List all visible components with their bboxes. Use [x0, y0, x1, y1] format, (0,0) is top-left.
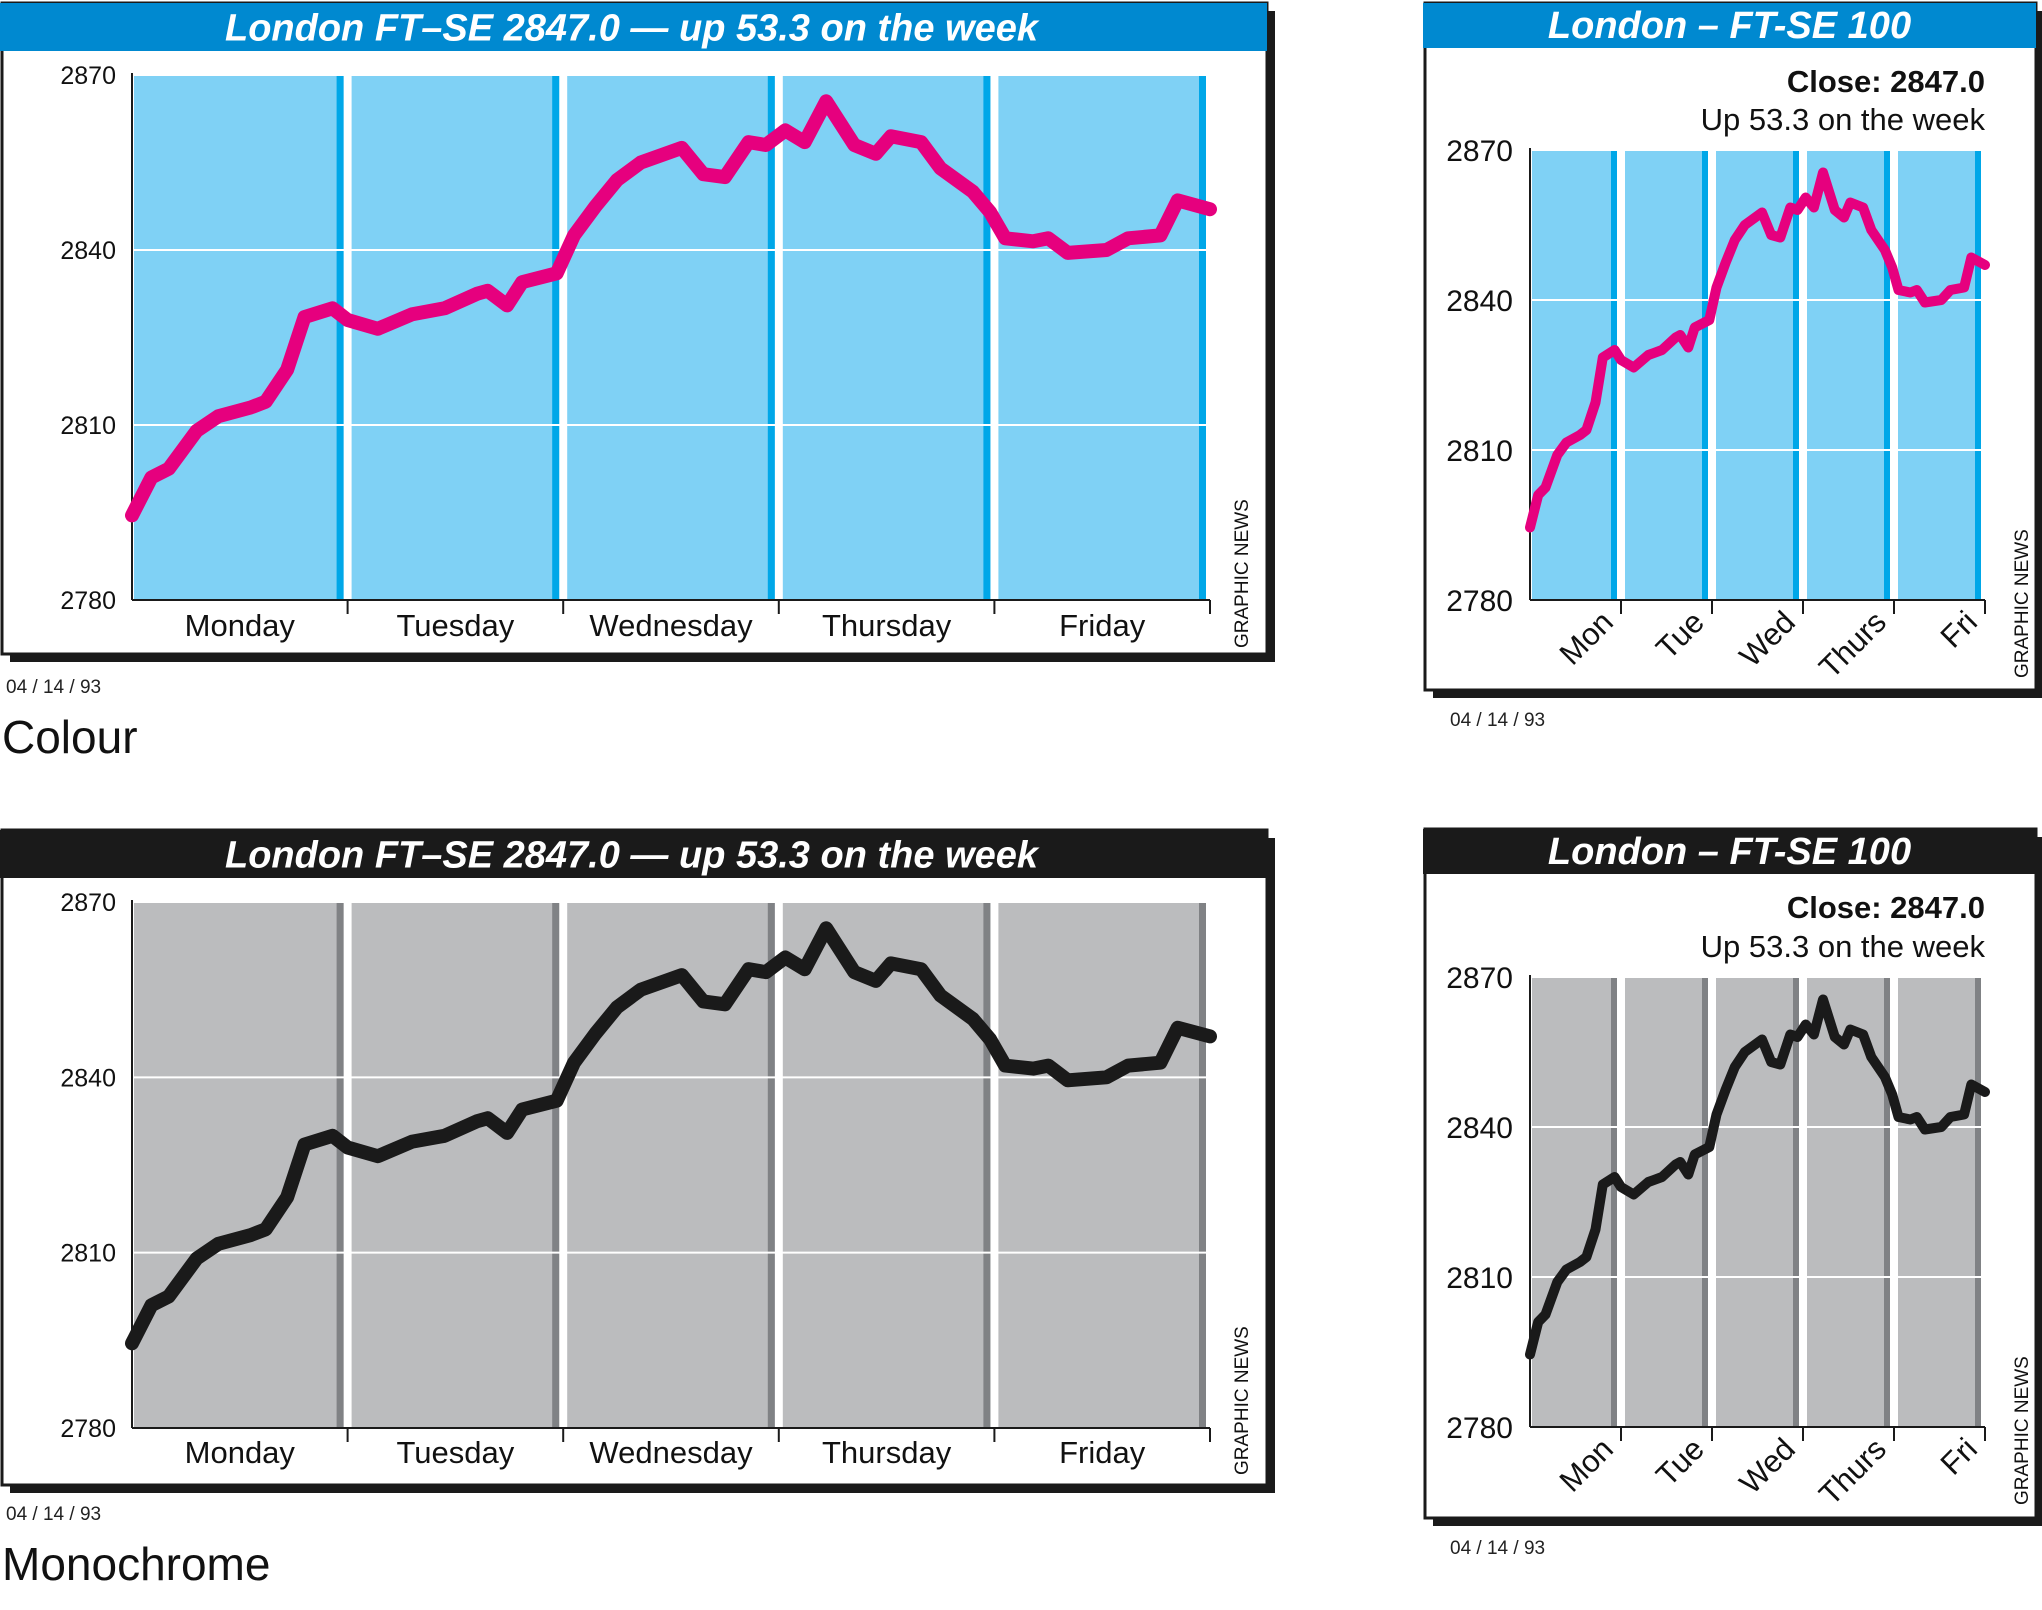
- chart-header: [0, 830, 1267, 878]
- chart-subtitle: Up 53.3 on the week: [1701, 102, 1986, 137]
- wide-colour-chart: London FT–SE 2847.0 — up 53.3 on the wee…: [0, 1, 1275, 662]
- day-divider: [767, 902, 775, 1428]
- day-divider: [1702, 977, 1708, 1427]
- y-tick-label: 2840: [1446, 1112, 1513, 1145]
- day-panel: [998, 75, 1206, 600]
- chart-header: [1423, 829, 2036, 874]
- chart-title: London – FT-SE 100: [1548, 5, 1911, 47]
- y-tick-label: 2810: [1446, 435, 1513, 468]
- date-label: 04 / 14 / 93: [6, 1504, 102, 1525]
- y-tick-label: 2840: [60, 1064, 116, 1092]
- y-tick-label: 2780: [60, 587, 116, 615]
- y-tick-label: 2870: [1446, 135, 1513, 168]
- y-tick-label: 2810: [1446, 1262, 1513, 1295]
- day-panel: [1625, 150, 1708, 600]
- credit-label: GRAPHIC NEWS: [1232, 499, 1253, 648]
- day-panel: [782, 902, 991, 1428]
- day-panel: [1625, 977, 1708, 1427]
- chart-header: [1423, 3, 2036, 48]
- wide-mono-chart: London FT–SE 2847.0 — up 53.3 on the wee…: [0, 828, 1275, 1493]
- day-divider: [1884, 150, 1890, 600]
- x-tick-label: Monday: [185, 608, 296, 643]
- x-tick-label: Thursday: [822, 608, 952, 643]
- day-panel: [998, 902, 1206, 1428]
- ftse-series-line: [125, 94, 1217, 523]
- day-panel: [134, 902, 344, 1428]
- x-tick-label: Thursday: [822, 1435, 952, 1470]
- day-panel: [351, 902, 560, 1428]
- small-mono-chart: London – FT-SE 100 Close: 2847.0 Up 53.3 o…: [1423, 827, 2042, 1526]
- y-tick-label: 2780: [1446, 585, 1513, 618]
- colour-label: Colour: [2, 711, 138, 763]
- y-tick-label: 2870: [60, 889, 116, 917]
- day-divider: [1884, 977, 1890, 1427]
- chart-title: London FT–SE 2847.0 — up 53.3 on the wee…: [225, 834, 1040, 876]
- y-tick-label: 2810: [60, 1240, 116, 1268]
- x-tick-label: Friday: [1059, 1435, 1146, 1470]
- y-tick-label: 2870: [1446, 962, 1513, 995]
- small-colour-chart: London – FT-SE 100 Close: 2847.0Up 53.3 o…: [1423, 1, 2042, 698]
- day-panel: [1807, 150, 1890, 600]
- day-divider: [983, 902, 991, 1428]
- day-divider: [552, 902, 560, 1428]
- monochrome-label: Monochrome: [2, 1538, 271, 1590]
- day-panel: [782, 75, 991, 600]
- day-panel: [1898, 150, 1981, 600]
- day-panel: [1898, 977, 1981, 1427]
- day-divider: [767, 75, 775, 600]
- chart-title: London – FT-SE 100: [1548, 831, 1911, 873]
- credit-label: GRAPHIC NEWS: [2012, 529, 2033, 678]
- date-label: 04 / 14 / 93: [1450, 1538, 1546, 1559]
- chart-header: [0, 3, 1267, 51]
- day-panel: [1807, 977, 1890, 1427]
- x-tick-label: Friday: [1059, 608, 1146, 643]
- day-divider: [1975, 977, 1981, 1427]
- day-panel: [351, 75, 560, 600]
- day-divider: [1199, 75, 1206, 600]
- ftse-series-line: [1525, 167, 1990, 533]
- credit-label: GRAPHIC NEWS: [1232, 1326, 1253, 1475]
- day-divider: [552, 75, 560, 600]
- day-divider: [1975, 150, 1981, 600]
- day-divider: [1611, 150, 1617, 600]
- y-tick-label: 2870: [60, 62, 116, 90]
- date-label: 04 / 14 / 93: [1450, 710, 1546, 731]
- date-label: 04 / 14 / 93: [6, 677, 102, 698]
- x-tick-label: Tuesday: [397, 608, 515, 643]
- day-divider: [1793, 150, 1799, 600]
- x-tick-label: Tuesday: [397, 1435, 515, 1470]
- x-tick-label: Wednesday: [589, 1435, 753, 1470]
- day-divider: [1702, 150, 1708, 600]
- y-tick-label: 2810: [60, 412, 116, 440]
- ftse-series-line: [125, 921, 1217, 1351]
- day-divider: [1199, 902, 1206, 1428]
- day-divider: [336, 902, 344, 1428]
- day-divider: [983, 75, 991, 600]
- close-value: Close: 2847.0: [1787, 64, 1985, 99]
- day-panel: [134, 75, 344, 600]
- day-divider: [336, 75, 344, 600]
- chart-subtitle: Up 53.3 on the week: [1701, 929, 1986, 964]
- day-divider: [1611, 977, 1617, 1427]
- close-value: Close: 2847.0: [1787, 890, 1985, 925]
- chart-title: London FT–SE 2847.0 — up 53.3 on the wee…: [225, 7, 1040, 49]
- y-tick-label: 2840: [1446, 285, 1513, 318]
- y-tick-label: 2840: [60, 237, 116, 265]
- x-tick-label: Wednesday: [589, 608, 753, 643]
- y-tick-label: 2780: [60, 1415, 116, 1443]
- y-tick-label: 2780: [1446, 1412, 1513, 1445]
- x-tick-label: Monday: [185, 1435, 296, 1470]
- day-divider: [1793, 977, 1799, 1427]
- credit-label: GRAPHIC NEWS: [2012, 1356, 2033, 1505]
- ftse-series-line: [1525, 994, 1990, 1360]
